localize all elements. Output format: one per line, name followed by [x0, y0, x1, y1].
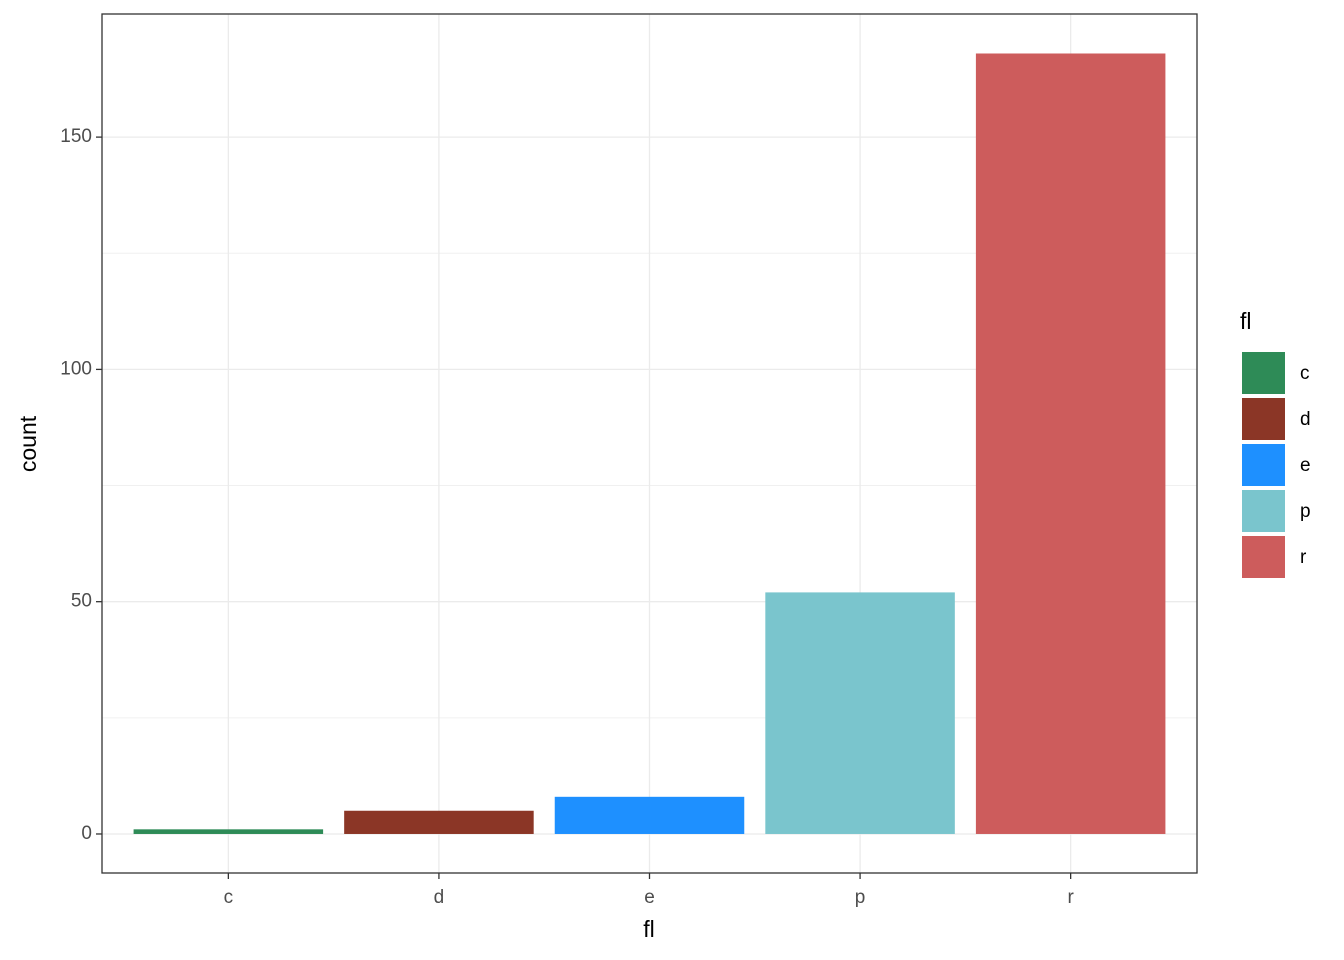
x-tick-label: c [224, 887, 234, 908]
legend-label: p [1300, 501, 1311, 522]
bar [975, 53, 1166, 834]
x-axis-label: fl [643, 916, 655, 942]
legend-label: r [1300, 547, 1307, 568]
panel-border [101, 13, 1198, 874]
bar [133, 829, 324, 834]
x-tick-label: r [1067, 887, 1074, 908]
legend-swatch [1242, 536, 1285, 578]
y-tick-label: 0 [81, 823, 92, 844]
y-tick-label: 100 [60, 358, 92, 379]
x-tick-label: e [644, 887, 655, 908]
x-tick-label: p [855, 887, 866, 908]
legend-label: e [1300, 455, 1311, 476]
legend-title: fl [1240, 308, 1252, 334]
bar [554, 796, 745, 834]
legend-swatch [1242, 444, 1285, 486]
legend-swatch [1242, 352, 1285, 394]
legend-swatch [1242, 398, 1285, 440]
bar [344, 810, 534, 834]
y-tick-label: 150 [60, 126, 92, 147]
bar [765, 592, 955, 834]
y-axis-label: count [15, 415, 41, 472]
legend-swatch [1242, 490, 1285, 532]
legend-label: c [1300, 363, 1310, 384]
x-tick-label: d [434, 887, 445, 908]
y-tick-label: 50 [71, 591, 92, 612]
legend-label: d [1300, 409, 1311, 430]
